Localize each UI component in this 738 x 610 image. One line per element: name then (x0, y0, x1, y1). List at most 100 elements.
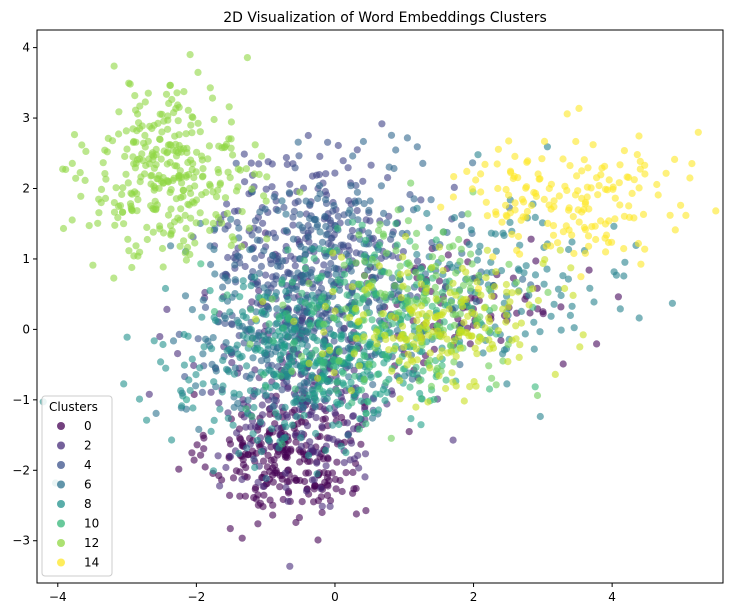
data-point-cluster-2 (238, 475, 246, 484)
data-point-cluster-12 (208, 94, 217, 102)
data-point-cluster-0 (201, 463, 209, 471)
data-point-cluster-11 (439, 228, 447, 236)
data-point-cluster-8 (210, 416, 218, 424)
data-point-cluster-14 (578, 194, 586, 202)
data-point-cluster-12 (115, 130, 123, 138)
data-point-cluster-12 (182, 171, 190, 180)
data-point-cluster-4 (251, 254, 259, 263)
data-point-cluster-8 (192, 371, 200, 379)
data-point-cluster-8 (267, 367, 275, 375)
data-point-cluster-13 (444, 349, 452, 357)
data-point-cluster-12 (234, 165, 242, 173)
data-point-cluster-0 (259, 457, 268, 465)
data-point-cluster-7 (566, 311, 575, 319)
data-point-cluster-12 (192, 196, 201, 204)
data-point-cluster-12 (227, 144, 235, 152)
data-point-cluster-14 (662, 169, 670, 177)
data-point-cluster-6 (301, 251, 309, 259)
data-point-cluster-0 (324, 470, 332, 478)
data-point-cluster-8 (177, 387, 185, 395)
data-point-cluster-12 (238, 242, 246, 251)
data-point-cluster-10 (362, 409, 370, 418)
data-point-cluster-13 (403, 361, 411, 369)
data-point-cluster-14 (545, 184, 553, 193)
data-point-cluster-4 (201, 303, 210, 311)
data-point-cluster-13 (514, 288, 522, 296)
data-point-cluster-4 (346, 233, 355, 241)
chart-title: 2D Visualization of Word Embeddings Clus… (223, 10, 547, 26)
data-point-cluster-1 (435, 277, 444, 285)
data-point-cluster-12 (182, 256, 190, 264)
data-point-cluster-10 (197, 260, 205, 268)
data-point-cluster-14 (666, 211, 674, 219)
data-point-cluster-13 (456, 326, 464, 334)
data-point-cluster-12 (225, 103, 233, 111)
data-point-cluster-7 (531, 271, 540, 279)
data-point-cluster-10 (269, 337, 277, 345)
data-point-cluster-10 (259, 371, 267, 379)
data-point-cluster-2 (318, 422, 326, 431)
data-point-cluster-6 (231, 364, 239, 372)
data-point-cluster-3 (286, 180, 294, 188)
data-point-cluster-4 (228, 321, 236, 329)
data-point-cluster-5 (296, 210, 304, 218)
data-point-cluster-0 (304, 457, 312, 465)
data-point-cluster-14 (474, 285, 483, 293)
data-point-cluster-6 (282, 227, 290, 235)
data-point-cluster-9 (372, 390, 380, 398)
data-point-cluster-12 (156, 135, 164, 143)
data-point-cluster-13 (417, 280, 425, 288)
data-point-cluster-7 (610, 222, 618, 230)
data-point-cluster-9 (258, 307, 266, 315)
data-point-cluster-14 (493, 160, 501, 168)
data-point-cluster-2 (308, 476, 316, 484)
data-point-cluster-8 (157, 358, 165, 366)
data-point-cluster-13 (379, 310, 387, 318)
data-point-cluster-7 (536, 328, 544, 336)
data-point-cluster-13 (403, 335, 411, 344)
data-point-cluster-10 (278, 279, 286, 287)
data-point-cluster-10 (333, 378, 341, 386)
data-point-cluster-8 (308, 291, 316, 299)
data-point-cluster-13 (396, 270, 405, 278)
data-point-cluster-12 (212, 193, 221, 201)
y-tick-label: −2 (12, 463, 30, 477)
data-point-cluster-2 (258, 401, 266, 409)
data-point-cluster-8 (199, 380, 207, 388)
data-point-cluster-13 (413, 317, 421, 325)
data-point-cluster-12 (221, 194, 230, 202)
data-point-cluster-4 (290, 294, 298, 302)
data-point-cluster-13 (347, 387, 355, 395)
data-point-cluster-10 (318, 272, 326, 280)
data-point-cluster-14 (437, 203, 445, 211)
data-point-cluster-12 (110, 208, 119, 216)
data-point-cluster-13 (397, 333, 405, 341)
x-tick-label: −2 (188, 590, 206, 604)
y-tick-label: 4 (22, 41, 30, 55)
data-point-cluster-2 (320, 405, 328, 413)
data-point-cluster-10 (316, 385, 324, 393)
data-point-cluster-10 (345, 257, 353, 266)
legend-marker (57, 461, 65, 469)
data-point-cluster-12 (176, 216, 184, 224)
data-point-cluster-13 (399, 253, 407, 261)
data-point-cluster-12 (229, 151, 237, 159)
data-point-cluster-8 (257, 448, 266, 456)
data-point-cluster-12 (168, 227, 176, 235)
data-point-cluster-14 (563, 110, 571, 118)
data-point-cluster-14 (450, 173, 458, 181)
data-point-cluster-8 (246, 387, 255, 395)
data-point-cluster-12 (114, 214, 122, 222)
data-point-cluster-5 (354, 216, 362, 224)
data-point-cluster-14 (577, 273, 585, 281)
data-point-cluster-12 (173, 89, 181, 97)
data-point-cluster-7 (616, 305, 624, 313)
legend-label: 6 (84, 478, 92, 492)
data-point-cluster-3 (353, 207, 361, 215)
data-point-cluster-4 (291, 164, 299, 172)
data-point-cluster-14 (616, 161, 624, 169)
data-point-cluster-11 (411, 243, 419, 251)
data-point-cluster-14 (549, 222, 558, 230)
data-point-cluster-10 (242, 405, 250, 413)
data-point-cluster-13 (422, 324, 430, 332)
